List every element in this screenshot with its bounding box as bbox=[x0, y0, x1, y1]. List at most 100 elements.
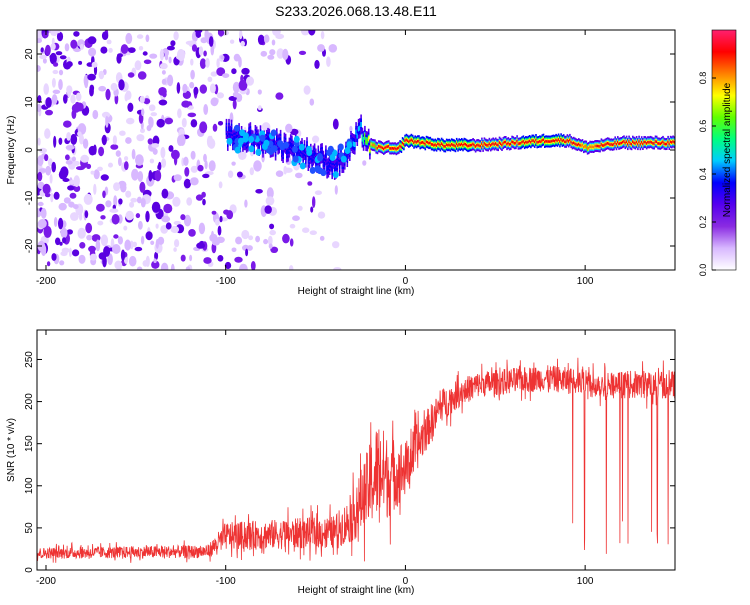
spectrogram-ridge-cell bbox=[466, 143, 468, 147]
spectrogram-ridge-cell bbox=[383, 147, 385, 151]
spectrogram-ridge-cell bbox=[445, 143, 448, 146]
spectrogram-ridge-blob bbox=[326, 149, 333, 157]
spectrogram-noise-cell bbox=[116, 261, 122, 270]
spectrogram-ridge-blob bbox=[279, 143, 286, 151]
spectrogram-ridge-cell bbox=[434, 143, 437, 146]
spectrogram-ridge-cell bbox=[515, 141, 517, 145]
spectrogram-ridge-cell bbox=[286, 149, 288, 155]
spectrogram-ridge-blob bbox=[344, 147, 351, 154]
spectrogram-noise-cell bbox=[89, 253, 97, 261]
spectrogram-noise-cell bbox=[47, 158, 53, 167]
spectrogram-noise-cell bbox=[73, 185, 81, 192]
spectrogram-ridge-cell bbox=[672, 140, 674, 143]
spectrogram-ridge-cell bbox=[595, 144, 598, 148]
spectrogram-noise-cell bbox=[37, 65, 41, 72]
spectrogram-ridge-blob bbox=[237, 137, 244, 145]
spectrogram-ridge-blob bbox=[299, 162, 306, 170]
spectrogram-noise-cell bbox=[50, 192, 54, 203]
spectrogram-noise-cell bbox=[265, 196, 275, 206]
spectrogram-ridge-blob bbox=[248, 145, 255, 153]
spectrogram-noise-cell bbox=[185, 266, 191, 270]
spectrogram-ridge-cell bbox=[569, 138, 571, 142]
spectrogram-noise-cell bbox=[210, 97, 219, 107]
spectrogram-noise-cell bbox=[37, 155, 44, 167]
spectrogram-ridge-cell bbox=[454, 144, 457, 148]
spectrogram-noise-cell bbox=[260, 50, 268, 57]
spectrogram-ridge-cell bbox=[365, 138, 367, 144]
spectrogram-ridge-cell bbox=[398, 146, 400, 150]
spectrogram-noise-cell bbox=[149, 53, 158, 59]
spectrogram-ridge-cell bbox=[598, 144, 600, 148]
spectrogram-ridge-cell bbox=[642, 142, 644, 146]
spectrogram-noise-cell bbox=[107, 253, 113, 266]
spectrogram-noise-cell bbox=[73, 160, 80, 166]
spectrogram-ridge-cell bbox=[541, 139, 544, 142]
spectrogram-ridge-cell bbox=[643, 140, 645, 144]
spectrogram-noise-cell bbox=[89, 84, 95, 92]
spectrogram-noise-cell bbox=[231, 68, 237, 75]
spectrogram-noise-cell bbox=[53, 217, 58, 227]
spectrogram-noise-cell bbox=[187, 105, 194, 110]
spectrogram-noise-cell bbox=[190, 150, 196, 160]
spectrogram-ridge-cell bbox=[589, 145, 591, 148]
spectrogram-noise-cell bbox=[111, 214, 120, 225]
spectrogram-ridge-cell bbox=[381, 146, 384, 150]
spectrogram-noise-cell bbox=[158, 99, 168, 106]
spectrogram-noise-cell bbox=[183, 214, 192, 227]
spectrogram-noise-cell bbox=[72, 204, 79, 210]
spectrogram-noise-cell bbox=[312, 135, 320, 143]
spectrogram-noise-cell bbox=[52, 89, 61, 95]
spectrogram-ridge-cell bbox=[419, 142, 421, 145]
spectrogram-noise-cell bbox=[53, 62, 59, 67]
spectrogram-noise-cell bbox=[138, 220, 143, 230]
spectrogram-noise-cell bbox=[190, 119, 198, 128]
snr-frame bbox=[36, 329, 676, 571]
spectrogram-noise-cell bbox=[307, 181, 313, 186]
spectrogram-ridge-cell bbox=[552, 139, 555, 142]
spectrogram-noise-cell bbox=[134, 246, 143, 252]
spectrogram-noise-cell bbox=[97, 220, 104, 226]
spectrogram-noise-cell bbox=[152, 135, 160, 146]
spectrogram-noise-cell bbox=[198, 46, 204, 56]
spectrogram-ridge-cell bbox=[526, 141, 528, 144]
spectrogram-noise-cell bbox=[112, 135, 117, 145]
spectrogram-noise-cell bbox=[154, 170, 162, 182]
spectrogram-noise-cell bbox=[50, 43, 56, 51]
spectrogram-noise-cell bbox=[124, 161, 129, 171]
spectrogram-ridge-cell bbox=[545, 140, 547, 143]
spectrogram-ridge-cell bbox=[374, 144, 376, 147]
spectrogram-ridge-cell bbox=[364, 133, 366, 139]
snr-y-tick-label: 100 bbox=[24, 477, 35, 494]
spectrogram-noise-cell bbox=[55, 237, 61, 246]
spectrogram-ridge-cell bbox=[623, 140, 625, 143]
spectrogram-noise-cell bbox=[140, 128, 145, 134]
spectrogram-noise-cell bbox=[211, 210, 217, 215]
spectrogram-noise-cell bbox=[42, 183, 51, 195]
spectrogram-noise-cell bbox=[170, 263, 175, 270]
spectrogram-ridge-cell bbox=[564, 140, 566, 144]
spectrogram-marks bbox=[37, 30, 675, 270]
spectrogram-noise-cell bbox=[118, 157, 122, 167]
spectrogram-ridge-cell bbox=[413, 141, 415, 144]
spectrogram-ridge-cell bbox=[618, 142, 620, 146]
spectrogram-noise-cell bbox=[202, 198, 206, 206]
spectrogram-ridge-cell bbox=[521, 140, 523, 144]
spectrogram-noise-cell bbox=[222, 73, 230, 78]
spectrogram-ridge-blob bbox=[337, 143, 344, 151]
spectrogram-noise-cell bbox=[180, 214, 186, 221]
spectrogram-noise-cell bbox=[241, 229, 250, 240]
spectrogram-ridge-cell bbox=[335, 166, 337, 172]
snr-y-tick-label: 250 bbox=[24, 351, 35, 368]
spectrogram-noise-cell bbox=[190, 69, 195, 80]
spectrogram-noise-cell bbox=[44, 128, 51, 139]
spectrogram-noise-cell bbox=[129, 201, 135, 208]
spectrogram-noise-cell bbox=[232, 91, 240, 98]
spectrogram-noise-cell bbox=[208, 160, 216, 172]
spectrogram-noise-cell bbox=[232, 99, 237, 110]
spectrogram-ridge-cell bbox=[439, 144, 442, 147]
spectrogram-noise-cell bbox=[38, 168, 47, 173]
spectrogram-noise-cell bbox=[282, 233, 290, 244]
spectrogram-noise-cell bbox=[72, 249, 80, 257]
spectrogram-ridge-blob bbox=[259, 134, 266, 142]
spectrogram-ridge-blob bbox=[329, 154, 336, 161]
